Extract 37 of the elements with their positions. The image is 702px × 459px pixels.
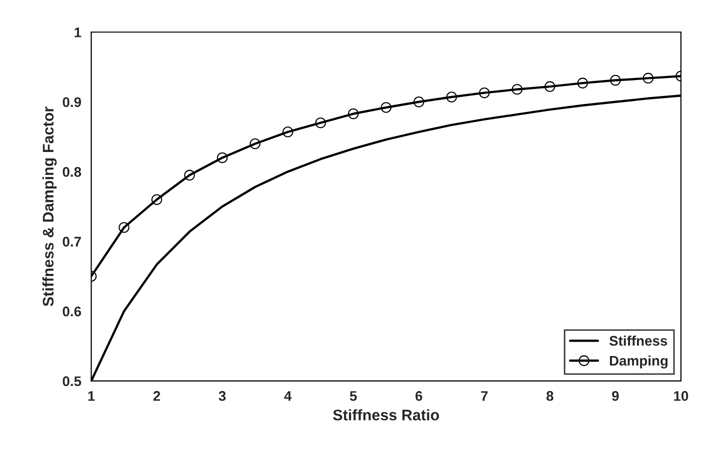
point bbox=[282, 126, 294, 138]
y-tick-label: 1 bbox=[74, 28, 82, 38]
point bbox=[512, 84, 523, 95]
point bbox=[250, 138, 260, 150]
point bbox=[380, 102, 392, 113]
y-axis-title: Stiffness & Damping Factor bbox=[42, 106, 57, 306]
legend-label: Stiffness bbox=[609, 336, 668, 346]
y-tick-label: 0.5 bbox=[62, 376, 82, 386]
legend-label: Damping bbox=[610, 355, 668, 368]
point bbox=[479, 87, 490, 98]
y-tick-label: 0.9 bbox=[62, 97, 82, 108]
y-tick-label: 0.8 bbox=[62, 167, 82, 177]
x-tick-label: 5 bbox=[350, 391, 357, 401]
x-tick-label: 6 bbox=[416, 391, 422, 401]
x-tick-label: 9 bbox=[612, 391, 619, 401]
x-tick-label: 7 bbox=[481, 391, 488, 401]
point bbox=[216, 152, 228, 164]
y-tick-label: 0.6 bbox=[62, 306, 82, 316]
point bbox=[118, 222, 130, 233]
point bbox=[151, 194, 162, 205]
point bbox=[184, 170, 195, 181]
x-tick-label: 10 bbox=[674, 391, 688, 401]
x-tick-label: 3 bbox=[218, 391, 226, 401]
point bbox=[642, 72, 654, 84]
point bbox=[577, 78, 588, 88]
point bbox=[610, 74, 621, 86]
point bbox=[315, 117, 326, 128]
x-tick-label: 1 bbox=[88, 391, 95, 401]
point bbox=[413, 96, 424, 108]
point bbox=[446, 92, 457, 102]
x-tick-label: 4 bbox=[284, 391, 292, 401]
x-tick-label: 8 bbox=[546, 391, 554, 401]
y-tick-label: 0.7 bbox=[62, 236, 81, 247]
x-tick-label: 2 bbox=[153, 391, 160, 401]
point bbox=[348, 108, 359, 120]
x-axis-title: Stiffness Ratio bbox=[333, 409, 439, 420]
point bbox=[544, 81, 556, 92]
